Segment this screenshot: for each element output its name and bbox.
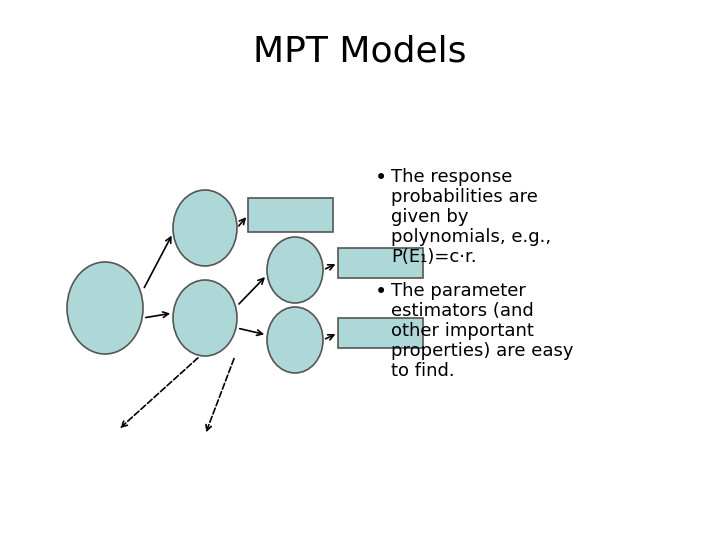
Text: other important: other important	[391, 322, 534, 340]
Bar	[248, 198, 333, 232]
Text: probabilities are: probabilities are	[391, 188, 538, 206]
Ellipse shape	[267, 307, 323, 373]
Bar	[338, 318, 423, 348]
Text: polynomials, e.g.,: polynomials, e.g.,	[391, 228, 551, 246]
Text: The response: The response	[391, 168, 513, 186]
Ellipse shape	[67, 262, 143, 354]
Text: properties) are easy: properties) are easy	[391, 342, 574, 360]
Ellipse shape	[267, 237, 323, 303]
Ellipse shape	[173, 280, 237, 356]
Text: MPT Models: MPT Models	[253, 35, 467, 69]
Text: •: •	[375, 282, 387, 302]
Bar	[338, 248, 423, 278]
Text: P(E₁)=c·r.: P(E₁)=c·r.	[391, 248, 477, 266]
Text: estimators (and: estimators (and	[391, 302, 534, 320]
Text: •: •	[375, 168, 387, 188]
Ellipse shape	[173, 190, 237, 266]
Text: to find.: to find.	[391, 362, 454, 380]
Text: given by: given by	[391, 208, 469, 226]
Text: The parameter: The parameter	[391, 282, 526, 300]
